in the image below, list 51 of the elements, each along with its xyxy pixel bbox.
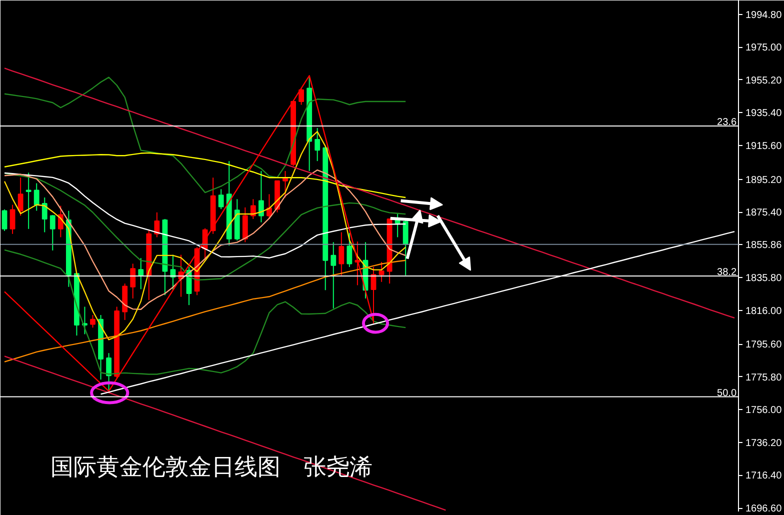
candlestick (314, 127, 320, 162)
candlestick (106, 352, 112, 392)
candlestick (90, 314, 96, 328)
y-tick-label: 1795.60 (746, 340, 782, 351)
candlestick (242, 206, 248, 243)
y-tick-label: 1716.40 (746, 470, 782, 482)
annotation: 23.6 (717, 116, 737, 128)
candlestick (218, 188, 224, 210)
candlestick (402, 218, 408, 276)
candlestick (34, 182, 40, 212)
line-series (4, 76, 406, 194)
candlestick (330, 242, 336, 309)
candlestick (42, 196, 48, 233)
y-tick-label: 1875.40 (746, 208, 782, 219)
y-tick-label: 1756.00 (746, 405, 782, 416)
candlestick (10, 204, 16, 234)
line-series (4, 152, 406, 198)
y-tick-label: 1775.80 (746, 372, 782, 384)
y-tick-label: 1975.00 (746, 42, 782, 54)
candlestick (58, 205, 64, 238)
annotation: 38.2 (717, 266, 737, 278)
candlestick (258, 170, 264, 223)
y-tick-label: 1935.40 (746, 108, 782, 120)
candlestick (50, 214, 56, 251)
line-series (4, 172, 406, 281)
annotation: 50.0 (717, 388, 737, 399)
candlestick (2, 208, 8, 232)
line-series (4, 131, 406, 340)
candlestick (338, 232, 344, 276)
line-series (4, 249, 406, 375)
y-tick-label: 1816.00 (746, 306, 782, 317)
line-series (4, 356, 446, 511)
y-tick-label: 1855.86 (746, 240, 782, 251)
candlestick (26, 172, 32, 230)
candlestick (346, 232, 352, 268)
y-tick-label: 1736.20 (746, 438, 782, 449)
line-series (4, 68, 736, 319)
y-tick-label: 1955.20 (746, 75, 782, 86)
y-tick-label: 1994.80 (746, 10, 782, 21)
line-series (4, 169, 406, 310)
candlestick (138, 258, 144, 290)
y-tick-label: 1835.80 (746, 273, 782, 284)
candlestick (154, 212, 160, 238)
candlestick (378, 262, 384, 282)
y-tick-label: 1895.20 (746, 174, 782, 186)
y-tick-label: 1915.60 (746, 141, 782, 152)
y-tick-label: 1696.60 (746, 504, 782, 515)
candlestick (298, 88, 304, 106)
line-series (4, 260, 406, 362)
candlestick (130, 263, 136, 299)
candlestick (18, 177, 24, 216)
